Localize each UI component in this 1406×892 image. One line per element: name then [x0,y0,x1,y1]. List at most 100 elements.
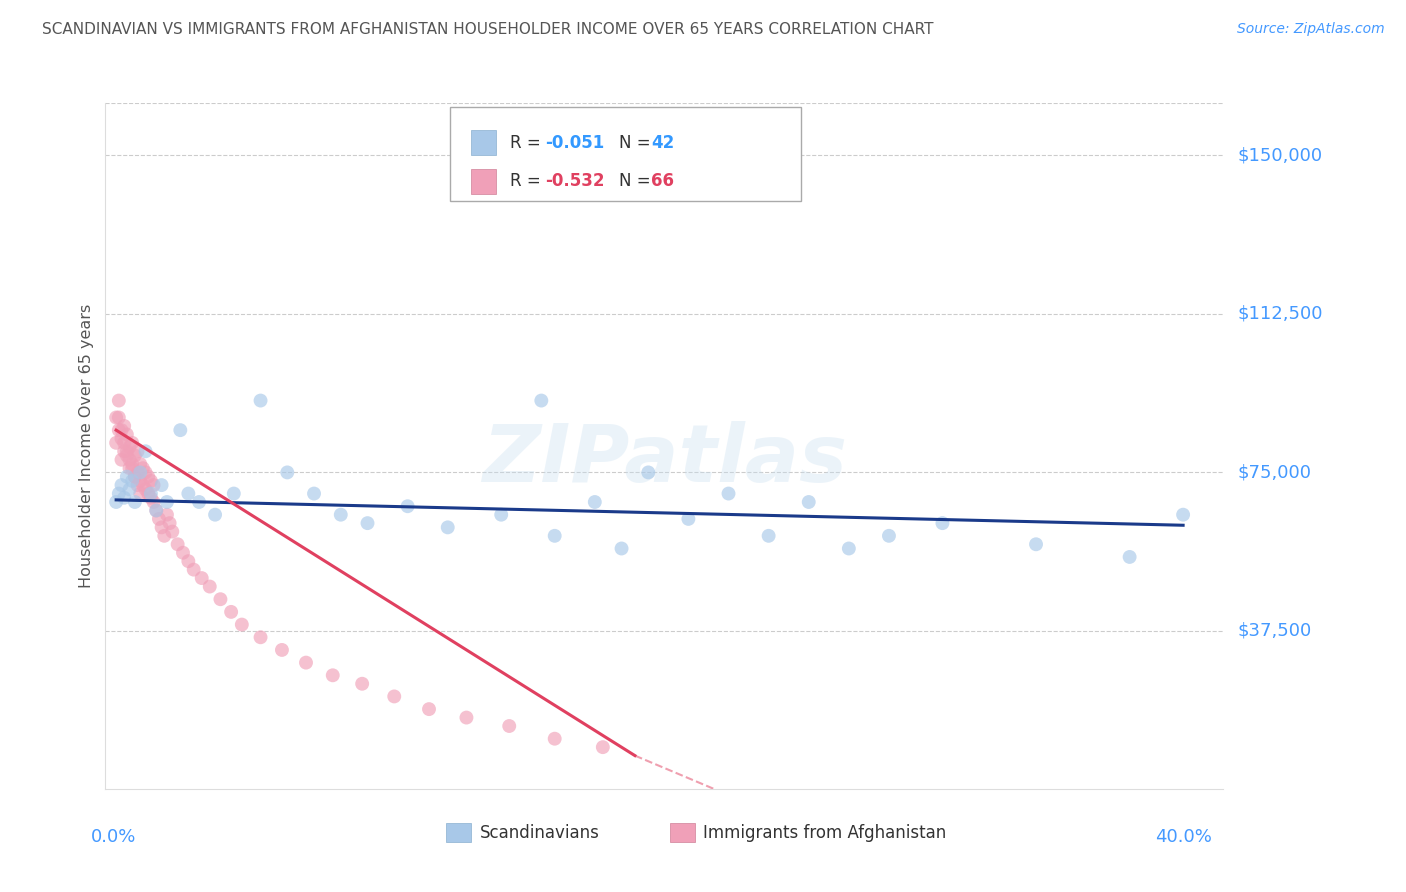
Point [135,466,157,480]
Text: $37,500: $37,500 [1237,622,1312,640]
Point [302,486,325,500]
Point [112,435,135,450]
Point [329,508,352,522]
Text: 40.0%: 40.0% [1154,829,1212,847]
Point [110,432,132,446]
Point [169,423,191,437]
Point [129,466,152,480]
Point [1118,549,1140,564]
Point [136,469,159,483]
Text: R =: R = [510,134,547,152]
Point [105,410,128,425]
Point [139,491,162,505]
Point [132,461,155,475]
Point [124,469,146,483]
Point [118,483,141,497]
Point [276,466,298,480]
Point [118,440,141,454]
Point [150,478,173,492]
Text: 0.0%: 0.0% [91,829,136,847]
Point [150,520,173,534]
Point [121,457,143,471]
Point [838,541,860,556]
Point [142,495,165,509]
Y-axis label: Householder Income Over 65 years: Householder Income Over 65 years [79,304,94,588]
Text: Immigrants from Afghanistan: Immigrants from Afghanistan [703,823,946,842]
Text: -0.051: -0.051 [546,134,605,152]
FancyBboxPatch shape [669,823,695,842]
Point [198,580,221,594]
Point [156,508,179,522]
Point [222,486,245,500]
Point [877,529,900,543]
Point [188,495,211,509]
Point [142,478,165,492]
Point [1171,508,1194,522]
Point [121,474,143,488]
Text: $112,500: $112,500 [1237,305,1323,323]
Point [172,546,194,560]
Text: 66: 66 [651,172,673,190]
Point [115,469,138,483]
Point [583,495,606,509]
Point [139,486,162,500]
Point [108,423,131,437]
Text: 42: 42 [651,134,675,152]
Point [678,512,700,526]
Point [498,719,520,733]
Point [530,393,553,408]
Point [352,677,374,691]
Text: ZIPatlas: ZIPatlas [482,421,846,499]
Point [295,656,318,670]
Point [544,529,567,543]
Point [356,516,378,530]
Point [249,393,271,408]
Point [112,418,135,433]
Point [183,563,205,577]
Point [148,512,170,526]
Point [637,466,659,480]
Point [135,483,157,497]
Point [231,617,253,632]
Point [145,503,167,517]
Point [219,605,242,619]
Point [127,444,149,458]
Point [489,508,512,522]
Point [132,478,155,492]
Point [110,452,132,467]
Point [166,537,188,551]
Point [797,495,820,509]
Point [110,478,132,492]
Point [190,571,212,585]
Point [129,457,152,471]
Text: N =: N = [619,172,655,190]
Point [136,486,159,500]
Point [396,500,419,514]
Point [115,449,138,463]
Point [129,474,152,488]
Text: Scandinavians: Scandinavians [479,823,600,842]
Text: N =: N = [619,134,655,152]
Point [204,508,226,522]
Point [1025,537,1047,551]
Point [112,444,135,458]
Point [135,444,157,458]
Point [108,410,131,425]
Text: Source: ZipAtlas.com: Source: ZipAtlas.com [1237,22,1385,37]
Text: $75,000: $75,000 [1237,464,1312,482]
Point [209,592,232,607]
Point [115,427,138,442]
Point [544,731,567,746]
Text: -0.532: -0.532 [546,172,605,190]
Point [418,702,440,716]
Point [139,474,162,488]
Text: $150,000: $150,000 [1237,146,1322,164]
Point [124,495,146,509]
Point [382,690,405,704]
Point [162,524,184,539]
Text: R =: R = [510,172,547,190]
Text: SCANDINAVIAN VS IMMIGRANTS FROM AFGHANISTAN HOUSEHOLDER INCOME OVER 65 YEARS COR: SCANDINAVIAN VS IMMIGRANTS FROM AFGHANIS… [42,22,934,37]
Point [105,495,128,509]
Point [271,643,294,657]
Point [592,740,614,755]
